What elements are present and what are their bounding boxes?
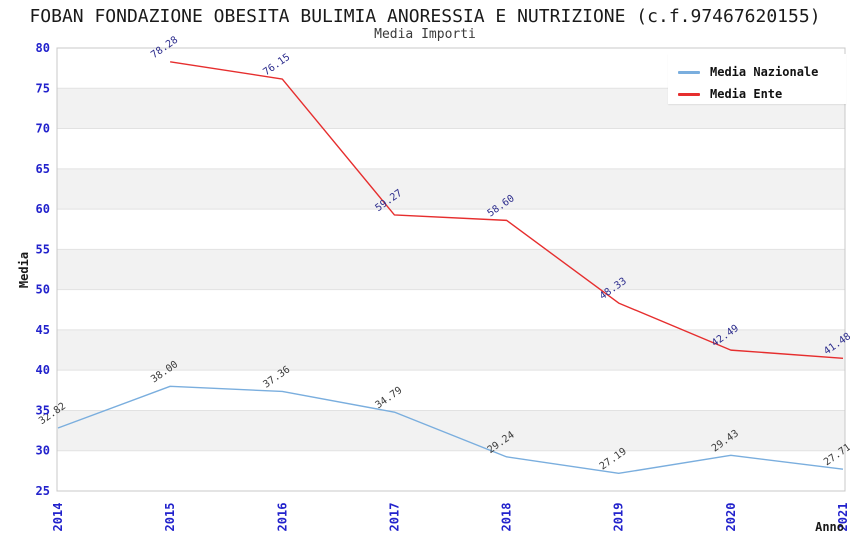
chart-legend: Media Nazionale Media Ente — [668, 54, 846, 104]
y-tick-label: 40 — [36, 363, 50, 377]
y-tick-label: 80 — [36, 41, 50, 55]
chart-title: FOBAN FONDAZIONE OBESITA BULIMIA ANORESS… — [29, 6, 821, 27]
x-tick-label: 2014 — [51, 503, 65, 532]
series-line-1 — [170, 61, 844, 359]
y-tick-label: 35 — [36, 403, 50, 417]
y-tick-label: 25 — [36, 484, 50, 498]
y-tick-label: 60 — [36, 202, 50, 216]
legend-label-media-nazionale: Media Nazionale — [710, 65, 819, 79]
plot-band — [57, 209, 845, 250]
plot-band — [57, 289, 845, 330]
legend-label-media-ente: Media Ente — [710, 87, 783, 101]
legend-item-media-ente: Media Ente — [678, 83, 846, 105]
plot-band — [57, 329, 845, 371]
y-tick-label: 50 — [36, 283, 50, 297]
x-tick-label: 2020 — [724, 503, 738, 532]
y-axis-title: Media — [17, 252, 31, 288]
y-tick-label: 70 — [36, 122, 50, 136]
legend-swatch-media-nazionale — [678, 70, 700, 74]
x-tick-label: 2017 — [387, 503, 401, 532]
x-tick-label: 2015 — [163, 503, 177, 532]
y-tick-label: 30 — [36, 444, 50, 458]
x-tick-label: 2018 — [500, 503, 514, 532]
y-tick-label: 65 — [36, 162, 50, 176]
y-tick-label: 45 — [36, 323, 50, 337]
series-line-0 — [57, 385, 844, 475]
plot-band — [57, 249, 845, 290]
y-tick-label: 55 — [36, 242, 50, 256]
plot-band — [57, 168, 845, 210]
plot-band — [57, 128, 845, 169]
plot-border — [56, 47, 846, 492]
x-tick-label: 2016 — [275, 503, 289, 532]
legend-item-media-nazionale: Media Nazionale — [678, 61, 846, 83]
y-tick-label: 75 — [36, 81, 50, 95]
plot-band — [57, 450, 845, 491]
plot-band — [57, 370, 845, 411]
x-axis-title: Anno — [815, 520, 844, 534]
x-tick-label: 2021 — [836, 503, 850, 532]
legend-swatch-media-ente — [678, 92, 700, 96]
plot-band — [57, 410, 845, 451]
chart-subtitle: Media Importi — [374, 27, 476, 42]
x-tick-label: 2019 — [612, 503, 626, 532]
